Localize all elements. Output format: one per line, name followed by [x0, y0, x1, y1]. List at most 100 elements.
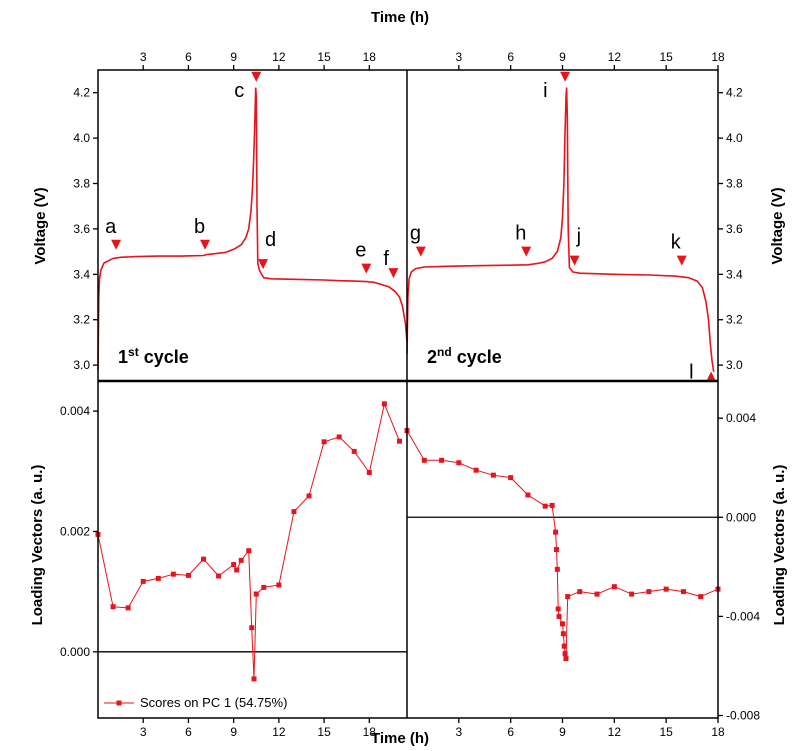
marker-triangle-a	[111, 239, 122, 250]
top-x-axis-title: Time (h)	[371, 9, 429, 26]
x-tick-label: 15	[659, 725, 673, 739]
y-tick-label: 0.000	[726, 510, 756, 524]
marker-label-b: b	[194, 216, 205, 238]
marker-label-k: k	[671, 232, 682, 254]
data-point	[565, 594, 571, 600]
data-point	[421, 457, 427, 463]
data-point	[663, 586, 669, 592]
marker-triangle-e	[361, 263, 372, 274]
x-tick-label: 12	[272, 50, 286, 64]
data-point	[560, 621, 565, 627]
data-point	[238, 557, 244, 563]
marker-triangle-i	[560, 71, 571, 82]
data-point	[549, 502, 555, 508]
data-point	[542, 503, 548, 509]
panel-loading-cycle2: 3 6 9 12 15 18-0.008 -0.004 0.000 0.004	[404, 411, 760, 739]
marker-label-i: i	[543, 80, 547, 102]
frame-layer	[97, 69, 719, 719]
data-point	[680, 589, 686, 595]
x-tick-label: 3	[455, 725, 462, 739]
marker-triangle-g	[415, 246, 426, 257]
data-point	[561, 643, 567, 649]
outer-frame	[97, 69, 719, 719]
y-tick-label: 3.6	[73, 222, 90, 236]
label-layer: Time (h) Time (h) Voltage (V) Voltage (V…	[29, 9, 788, 747]
marker-triangle-c	[251, 71, 262, 82]
x-tick-label: 18	[711, 725, 725, 739]
data-point	[560, 631, 566, 637]
legend: Scores on PC 1 (54.75%)	[104, 695, 287, 710]
marker-triangle-h	[521, 246, 532, 257]
x-tick-label: 9	[230, 725, 237, 739]
data-point	[577, 589, 583, 595]
x-tick-label: 18	[711, 50, 725, 64]
y-tick-label: 0.002	[60, 524, 90, 538]
marker-label-d: d	[265, 229, 276, 251]
data-point	[553, 529, 559, 535]
y-tick-label: 3.6	[726, 222, 743, 236]
data-point	[594, 591, 600, 597]
marker-label-f: f	[383, 248, 389, 270]
y-tick-label: 3.0	[73, 358, 90, 372]
marker-label-g: g	[410, 223, 421, 245]
x-tick-label: 15	[317, 725, 331, 739]
data-point	[234, 567, 240, 573]
x-tick-label: 18	[363, 725, 377, 739]
data-point	[562, 651, 568, 657]
data-point	[553, 547, 559, 552]
data-point	[698, 594, 704, 600]
y-tick-label: 3.2	[73, 313, 90, 327]
y-tick-label: 0.004	[60, 404, 90, 418]
x-tick-label: 9	[559, 725, 566, 739]
data-point	[490, 472, 496, 478]
x-tick-label: 18	[363, 50, 377, 64]
data-point	[456, 460, 462, 466]
x-tick-label: 6	[185, 725, 192, 739]
loading-axis-title-right: Loading Vectors (a. u.)	[771, 465, 788, 626]
x-tick-label: 6	[185, 50, 192, 64]
data-point	[125, 605, 131, 611]
data-point	[473, 467, 479, 473]
y-tick-label: 3.2	[726, 313, 743, 327]
marker-label-a: a	[105, 216, 117, 238]
marker-triangle-j	[569, 255, 580, 266]
x-tick-label: 15	[659, 50, 673, 64]
y-tick-label: 4.0	[73, 131, 90, 145]
y-tick-label: 0.004	[726, 411, 756, 425]
y-tick-label: 3.8	[726, 177, 743, 191]
data-point	[646, 589, 652, 595]
x-tick-label: 6	[507, 50, 514, 64]
data-point	[439, 457, 445, 463]
data-point	[251, 676, 257, 682]
data-point	[525, 492, 531, 498]
marker-label-j: j	[576, 226, 581, 248]
data-point	[216, 573, 222, 579]
data-point	[336, 434, 342, 440]
marker-label-c: c	[234, 80, 244, 102]
y-tick-label: -0.008	[726, 709, 760, 723]
y-tick-label: 4.2	[726, 86, 743, 100]
cycle-label-voltage-cycle1: 1st cycle	[118, 345, 189, 367]
loading-axis-title-left: Loading Vectors (a. u.)	[29, 465, 46, 626]
marker-triangle-d	[258, 259, 269, 270]
plot-layer: 3 6 9 12 15 18 3.0 3.2 3.4 3.6 3.8 4.0 4.2 a b c d e f 1st …	[60, 50, 760, 739]
voltage-axis-title-right: Voltage (V)	[769, 187, 786, 264]
y-tick-label: 4.0	[726, 131, 743, 145]
data-point	[155, 575, 161, 581]
marker-triangle-f	[388, 268, 399, 279]
marker-triangle-k	[676, 255, 687, 266]
marker-label-h: h	[515, 223, 526, 245]
series-line-voltage-cycle2	[406, 87, 715, 373]
data-point	[351, 448, 357, 454]
data-point	[253, 591, 259, 597]
data-point	[261, 584, 267, 590]
x-tick-label: 15	[317, 50, 331, 64]
data-point	[563, 656, 569, 662]
data-point	[249, 625, 255, 631]
data-point	[140, 578, 146, 584]
x-tick-label: 6	[507, 725, 514, 739]
data-point	[231, 562, 237, 568]
x-tick-label: 12	[608, 50, 622, 64]
data-point	[381, 401, 387, 407]
